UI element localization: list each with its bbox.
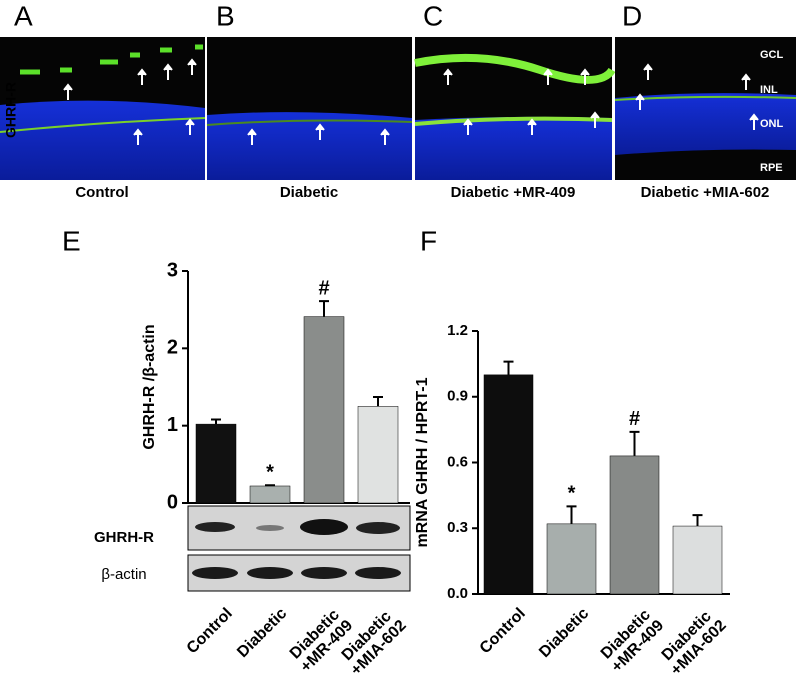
band bbox=[300, 519, 348, 535]
blot-label: β-actin bbox=[101, 566, 146, 583]
band bbox=[192, 567, 238, 579]
panel-label: A bbox=[14, 0, 33, 31]
micrographs bbox=[0, 37, 796, 180]
nuclear-layer bbox=[415, 116, 612, 180]
significance-marker: # bbox=[318, 277, 329, 299]
error-bar bbox=[566, 505, 577, 524]
significance-marker: * bbox=[568, 483, 576, 505]
western-blot bbox=[187, 505, 411, 592]
row-label: GHRH-R bbox=[3, 82, 19, 138]
nuclear-layer bbox=[0, 100, 205, 180]
error-bar bbox=[692, 514, 703, 527]
layer-label: INL bbox=[760, 84, 778, 96]
caption: Diabetic +MIA-602 bbox=[641, 184, 770, 201]
bar bbox=[357, 406, 399, 504]
stain bbox=[20, 44, 203, 75]
y-tick-label: 0.6 bbox=[447, 453, 468, 470]
arrows bbox=[63, 58, 759, 145]
error-bar bbox=[211, 418, 221, 425]
bar bbox=[303, 316, 345, 504]
nuclear-layer bbox=[207, 112, 412, 180]
caption: Diabetic bbox=[280, 184, 338, 201]
significance-marker: # bbox=[629, 408, 640, 430]
panel-label: D bbox=[622, 0, 642, 31]
stain bbox=[614, 95, 796, 101]
stain bbox=[0, 117, 206, 133]
layer-label: RPE bbox=[760, 162, 783, 174]
significance-marker: * bbox=[266, 461, 274, 483]
bar bbox=[546, 523, 597, 595]
y-axis-label: GHRH-R /β-actin bbox=[141, 324, 158, 449]
bar bbox=[609, 455, 660, 595]
panel-label: F bbox=[420, 225, 437, 256]
y-tick-label: 0.0 bbox=[447, 585, 468, 602]
band bbox=[356, 522, 400, 534]
error-bar bbox=[629, 430, 640, 456]
band bbox=[355, 567, 401, 579]
error-bar bbox=[319, 300, 329, 317]
blot-label: GHRH-R bbox=[94, 529, 154, 546]
stain bbox=[414, 116, 613, 126]
layer-label: GCL bbox=[760, 49, 784, 61]
y-tick-label: 1.2 bbox=[447, 322, 468, 339]
band bbox=[301, 567, 347, 579]
error-bar bbox=[373, 396, 383, 407]
y-tick-label: 3 bbox=[167, 259, 178, 281]
stain bbox=[414, 53, 616, 84]
caption: Diabetic +MR-409 bbox=[451, 184, 576, 201]
bar bbox=[195, 423, 237, 504]
layer-label: ONL bbox=[760, 118, 784, 130]
caption: Control bbox=[75, 184, 128, 201]
bar bbox=[483, 374, 534, 595]
bar bbox=[249, 485, 291, 504]
panel-label: C bbox=[423, 0, 443, 31]
panel-label: B bbox=[216, 0, 235, 31]
stain bbox=[206, 119, 413, 126]
y-tick-label: 1 bbox=[167, 414, 178, 436]
y-tick-label: 0.9 bbox=[447, 388, 468, 405]
band bbox=[247, 567, 293, 579]
y-axis-label: mRNA GHRH / HPRT-1 bbox=[414, 377, 431, 547]
y-tick-label: 0 bbox=[167, 491, 178, 513]
error-bar bbox=[503, 360, 514, 375]
band bbox=[195, 522, 235, 532]
panel-label: E bbox=[62, 225, 81, 256]
y-tick-label: 2 bbox=[167, 337, 178, 359]
error-bar bbox=[265, 484, 275, 487]
nuclear-layer bbox=[615, 93, 796, 155]
bar bbox=[672, 525, 723, 595]
y-tick-label: 0.3 bbox=[447, 519, 468, 536]
band bbox=[256, 525, 284, 531]
